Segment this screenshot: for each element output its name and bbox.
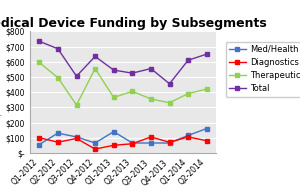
Therapeutics	[186, 93, 190, 95]
Med/Health	[186, 134, 190, 137]
Therapeutics	[56, 76, 60, 79]
Med/Health	[56, 132, 60, 134]
Total	[130, 72, 134, 74]
Med/Health	[149, 142, 153, 144]
Title: Medical Device Funding by Subsegments: Medical Device Funding by Subsegments	[0, 17, 266, 30]
Therapeutics	[168, 102, 171, 104]
Line: Total: Total	[38, 40, 208, 85]
Therapeutics	[75, 104, 78, 106]
Line: Therapeutics: Therapeutics	[38, 61, 208, 107]
Diagnostics	[38, 137, 41, 139]
Med/Health	[130, 142, 134, 144]
Total	[56, 48, 60, 50]
Y-axis label: $ in Millions: $ in Millions	[0, 67, 3, 117]
Total	[205, 53, 208, 55]
Diagnostics	[112, 144, 116, 146]
Diagnostics	[168, 141, 171, 143]
Total	[112, 69, 116, 71]
Med/Health	[205, 127, 208, 130]
Total	[149, 67, 153, 70]
Line: Med/Health: Med/Health	[38, 127, 208, 146]
Diagnostics	[205, 140, 208, 142]
Diagnostics	[186, 136, 190, 138]
Med/Health	[75, 136, 78, 138]
Diagnostics	[56, 141, 60, 143]
Diagnostics	[93, 148, 97, 150]
Therapeutics	[130, 90, 134, 93]
Total	[38, 40, 41, 42]
Diagnostics	[130, 143, 134, 145]
Diagnostics	[149, 136, 153, 138]
Total	[168, 83, 171, 85]
Total	[75, 75, 78, 77]
Med/Health	[93, 142, 97, 144]
Total	[93, 55, 97, 58]
Med/Health	[112, 131, 116, 133]
Med/Health	[168, 142, 171, 144]
Line: Diagnostics: Diagnostics	[38, 135, 208, 151]
Therapeutics	[93, 67, 97, 70]
Therapeutics	[149, 98, 153, 100]
Med/Health	[38, 143, 41, 146]
Therapeutics	[205, 88, 208, 90]
Therapeutics	[112, 96, 116, 99]
Legend: Med/Health, Diagnostics, Therapeutics, Total: Med/Health, Diagnostics, Therapeutics, T…	[226, 42, 300, 97]
Therapeutics	[38, 61, 41, 64]
Diagnostics	[75, 137, 78, 140]
Total	[186, 59, 190, 61]
